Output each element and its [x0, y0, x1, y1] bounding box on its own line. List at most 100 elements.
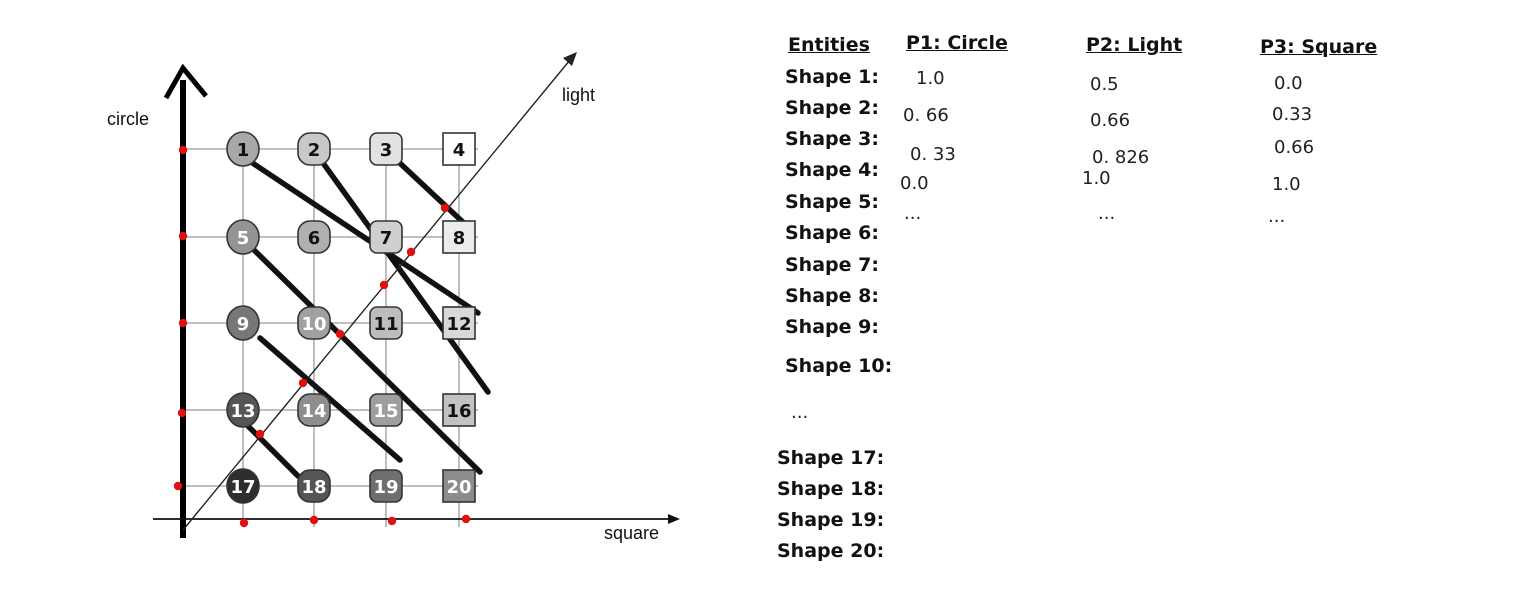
intersection-dot: [173, 481, 183, 491]
header-p1-circle: P1: Circle: [906, 32, 1008, 54]
header-p2-light: P2: Light: [1086, 34, 1183, 56]
entity-label: Shape 18:: [777, 478, 885, 500]
entity-label: Shape 2:: [785, 97, 879, 119]
p2-value: 1.0: [1082, 168, 1111, 189]
shape-17: [226, 468, 260, 504]
shape-16: [442, 393, 476, 427]
diagonal-line: [245, 157, 481, 316]
entity-label: Shape 17:: [777, 447, 885, 469]
p3-value: 1.0: [1272, 174, 1301, 195]
p1-value: 0. 66: [903, 105, 949, 126]
p1-value: 0. 33: [910, 144, 956, 165]
intersection-dot: [379, 280, 389, 290]
shape-number-label: 15: [373, 401, 398, 422]
shape-number-label: 4: [453, 140, 466, 161]
intersection-dot: [387, 516, 397, 526]
shape-14: [297, 393, 331, 427]
entity-label: Shape 8:: [785, 285, 879, 307]
shape-number-label: 20: [446, 477, 471, 498]
square-axis-arrow-icon: [668, 514, 680, 524]
intersection-dot: [335, 329, 345, 339]
shape-number-label: 17: [230, 477, 255, 498]
circle-axis-label: circle: [107, 109, 149, 129]
light-axis-label: light: [562, 85, 595, 105]
diagonal-line: [257, 335, 403, 463]
entity-label: Shape 10:: [785, 355, 893, 377]
shape-number-label: 6: [308, 228, 321, 249]
p2-value: 0.5: [1090, 74, 1119, 95]
shape-number-label: 9: [237, 314, 250, 335]
diagonal-lines: [243, 149, 491, 479]
shape-number-label: 13: [230, 401, 255, 422]
shape-number-label: 2: [308, 140, 321, 161]
intersection-dots: [173, 145, 471, 528]
p3-value: 0.66: [1274, 137, 1315, 158]
axes: [153, 52, 680, 538]
shape-number-label: 7: [380, 228, 393, 249]
shape-2: [297, 132, 331, 166]
p3-value: 0.33: [1272, 104, 1313, 125]
intersection-dot: [406, 247, 416, 257]
intersection-dot: [178, 145, 188, 155]
shape-3: [369, 132, 403, 166]
entity-ellipsis: ...: [791, 402, 809, 423]
entity-label: Shape 7:: [785, 254, 879, 276]
diagonal-line: [385, 149, 469, 228]
intersection-dot: [298, 378, 308, 388]
shape-number-label: 5: [237, 228, 250, 249]
shape-12: [442, 306, 476, 340]
p1-ellipsis: ...: [904, 203, 922, 224]
intersection-dot: [178, 318, 188, 328]
light-axis-line: [182, 59, 571, 531]
shape-1: [226, 131, 260, 167]
shape-11: [369, 306, 403, 340]
shape-18: [297, 469, 331, 503]
header-p3-square: P3: Square: [1260, 36, 1378, 58]
shape-10: [297, 306, 331, 340]
shape-5: [226, 219, 260, 255]
shape-7: [369, 220, 403, 254]
intersection-dot: [178, 231, 188, 241]
intersection-dot: [239, 518, 249, 528]
p2-ellipsis: ...: [1098, 203, 1116, 224]
shape-number-label: 19: [373, 477, 398, 498]
shape-15: [369, 393, 403, 427]
entity-label: Shape 1:: [785, 66, 879, 88]
shape-number-label: 11: [373, 314, 398, 335]
shape-4: [442, 132, 476, 166]
p2-value: 0.66: [1090, 110, 1131, 131]
entity-label: Shape 19:: [777, 509, 885, 531]
diagonal-line: [243, 421, 301, 479]
p1-value: 1.0: [916, 68, 945, 89]
p2-value: 0. 826: [1092, 147, 1150, 168]
shape-number-label: 8: [453, 228, 466, 249]
intersection-dot: [177, 408, 187, 418]
light-axis-arrow-icon: [563, 52, 577, 66]
shape-9: [226, 305, 260, 341]
p3-value: 0.0: [1274, 73, 1303, 94]
shape-13: [226, 392, 260, 428]
diagonal-line: [315, 153, 491, 395]
shape-number-label: 10: [301, 314, 326, 335]
entity-label: Shape 9:: [785, 316, 879, 338]
entity-label: Shape 4:: [785, 159, 879, 181]
shape-number-label: 14: [301, 401, 326, 422]
shape-6: [297, 220, 331, 254]
shape-20: [442, 469, 476, 503]
entity-label: Shape 3:: [785, 128, 879, 150]
entity-label: Shape 6:: [785, 222, 879, 244]
square-axis-label: square: [604, 523, 659, 543]
intersection-dot: [461, 514, 471, 524]
intersection-dot: [255, 429, 265, 439]
entity-label: Shape 5:: [785, 191, 879, 213]
p1-value: 0.0: [900, 173, 929, 194]
shape-number-label: 16: [446, 401, 471, 422]
shape-number-label: 18: [301, 477, 326, 498]
intersection-dot: [440, 203, 450, 213]
header-entities: Entities: [788, 34, 870, 56]
intersection-dot: [309, 515, 319, 525]
shape-number-label: 3: [380, 140, 393, 161]
entity-label: Shape 20:: [777, 540, 885, 562]
circle-axis-arrow-icon: [163, 63, 208, 100]
